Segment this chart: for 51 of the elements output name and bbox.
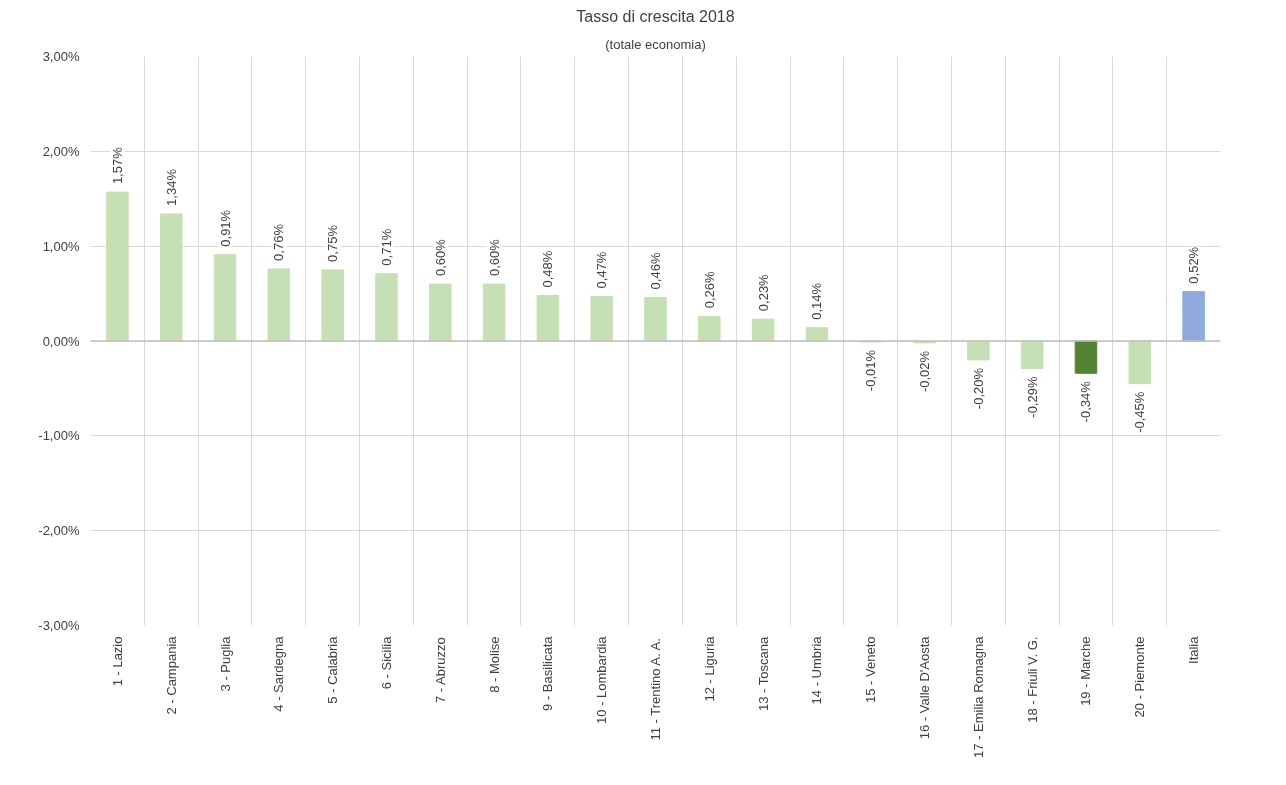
x-tick-label: 12 - Liguria — [701, 635, 717, 702]
data-label: -0,45% — [1132, 391, 1148, 433]
x-tick-label: 17 - Emilia Romagna — [970, 635, 986, 758]
data-label: 0,47% — [594, 251, 610, 289]
x-tick-label: 13 - Toscana — [755, 635, 771, 711]
data-label: 0,46% — [648, 252, 663, 290]
chart-title: Tasso di crescita 2018 — [576, 7, 735, 25]
x-tick-label: 10 - Lombardia — [594, 635, 610, 724]
x-tick-label: 6 - Sicilia — [378, 635, 394, 690]
data-label: 1,34% — [163, 168, 179, 206]
x-tick-label: 2 - Campania — [163, 635, 179, 715]
x-tick-label: 19 - Marche — [1078, 636, 1094, 706]
data-label: -0,20% — [970, 367, 986, 410]
x-tick-label: 9 - Basilicata — [540, 635, 556, 711]
data-label: 0,76% — [271, 223, 287, 261]
x-tick-label: 14 - Umbria — [809, 635, 825, 705]
y-tick-label: 0,00% — [42, 333, 80, 349]
chart-subtitle: (totale economia) — [605, 36, 706, 52]
data-label: 1,57% — [109, 146, 125, 185]
y-tick-label: 3,00% — [42, 49, 80, 64]
x-tick-label: 11 - Trentino A. A. — [648, 638, 663, 741]
data-label: 0,71% — [378, 228, 394, 266]
y-tick-label: 2,00% — [42, 143, 80, 159]
x-tick-label: Italia — [1186, 635, 1202, 664]
y-tick-label: -1,00% — [38, 428, 80, 444]
y-tick-label: 1,00% — [42, 238, 80, 254]
x-tick-label: 5 - Calabria — [325, 635, 341, 704]
data-label: 0,14% — [809, 282, 825, 320]
data-label: -0,29% — [1024, 376, 1040, 418]
x-tick-label: 7 - Abruzzo — [432, 637, 448, 703]
data-label: 0,60% — [432, 238, 448, 277]
data-label: 0,91% — [217, 209, 233, 247]
x-tick-label: 4 - Sardegna — [271, 635, 287, 712]
x-tick-label: 18 - Friuli V. G. — [1024, 636, 1040, 723]
data-label: 0,52% — [1186, 246, 1202, 284]
x-tick-label: 1 - Lazio — [109, 636, 125, 687]
data-label: 0,75% — [325, 224, 341, 262]
data-label: 0,23% — [755, 273, 771, 312]
data-label: 0,26% — [701, 271, 717, 309]
y-tick-label: -2,00% — [38, 523, 80, 539]
data-label: -0,34% — [1078, 380, 1094, 423]
data-label: 0,60% — [486, 238, 502, 277]
x-tick-label: 3 - Puglia — [217, 635, 233, 692]
x-tick-label: 8 - Molise — [486, 636, 502, 693]
data-label: -0,02% — [917, 350, 933, 393]
x-tick-label: 16 - Valle D'Aosta — [917, 635, 933, 740]
y-tick-label: -3,00% — [38, 618, 80, 633]
data-label: 0,48% — [540, 250, 556, 288]
data-label: -0,01% — [863, 349, 879, 392]
x-tick-label: 20 - Piemonte — [1132, 636, 1148, 718]
x-tick-label: 15 - Veneto — [863, 636, 879, 703]
